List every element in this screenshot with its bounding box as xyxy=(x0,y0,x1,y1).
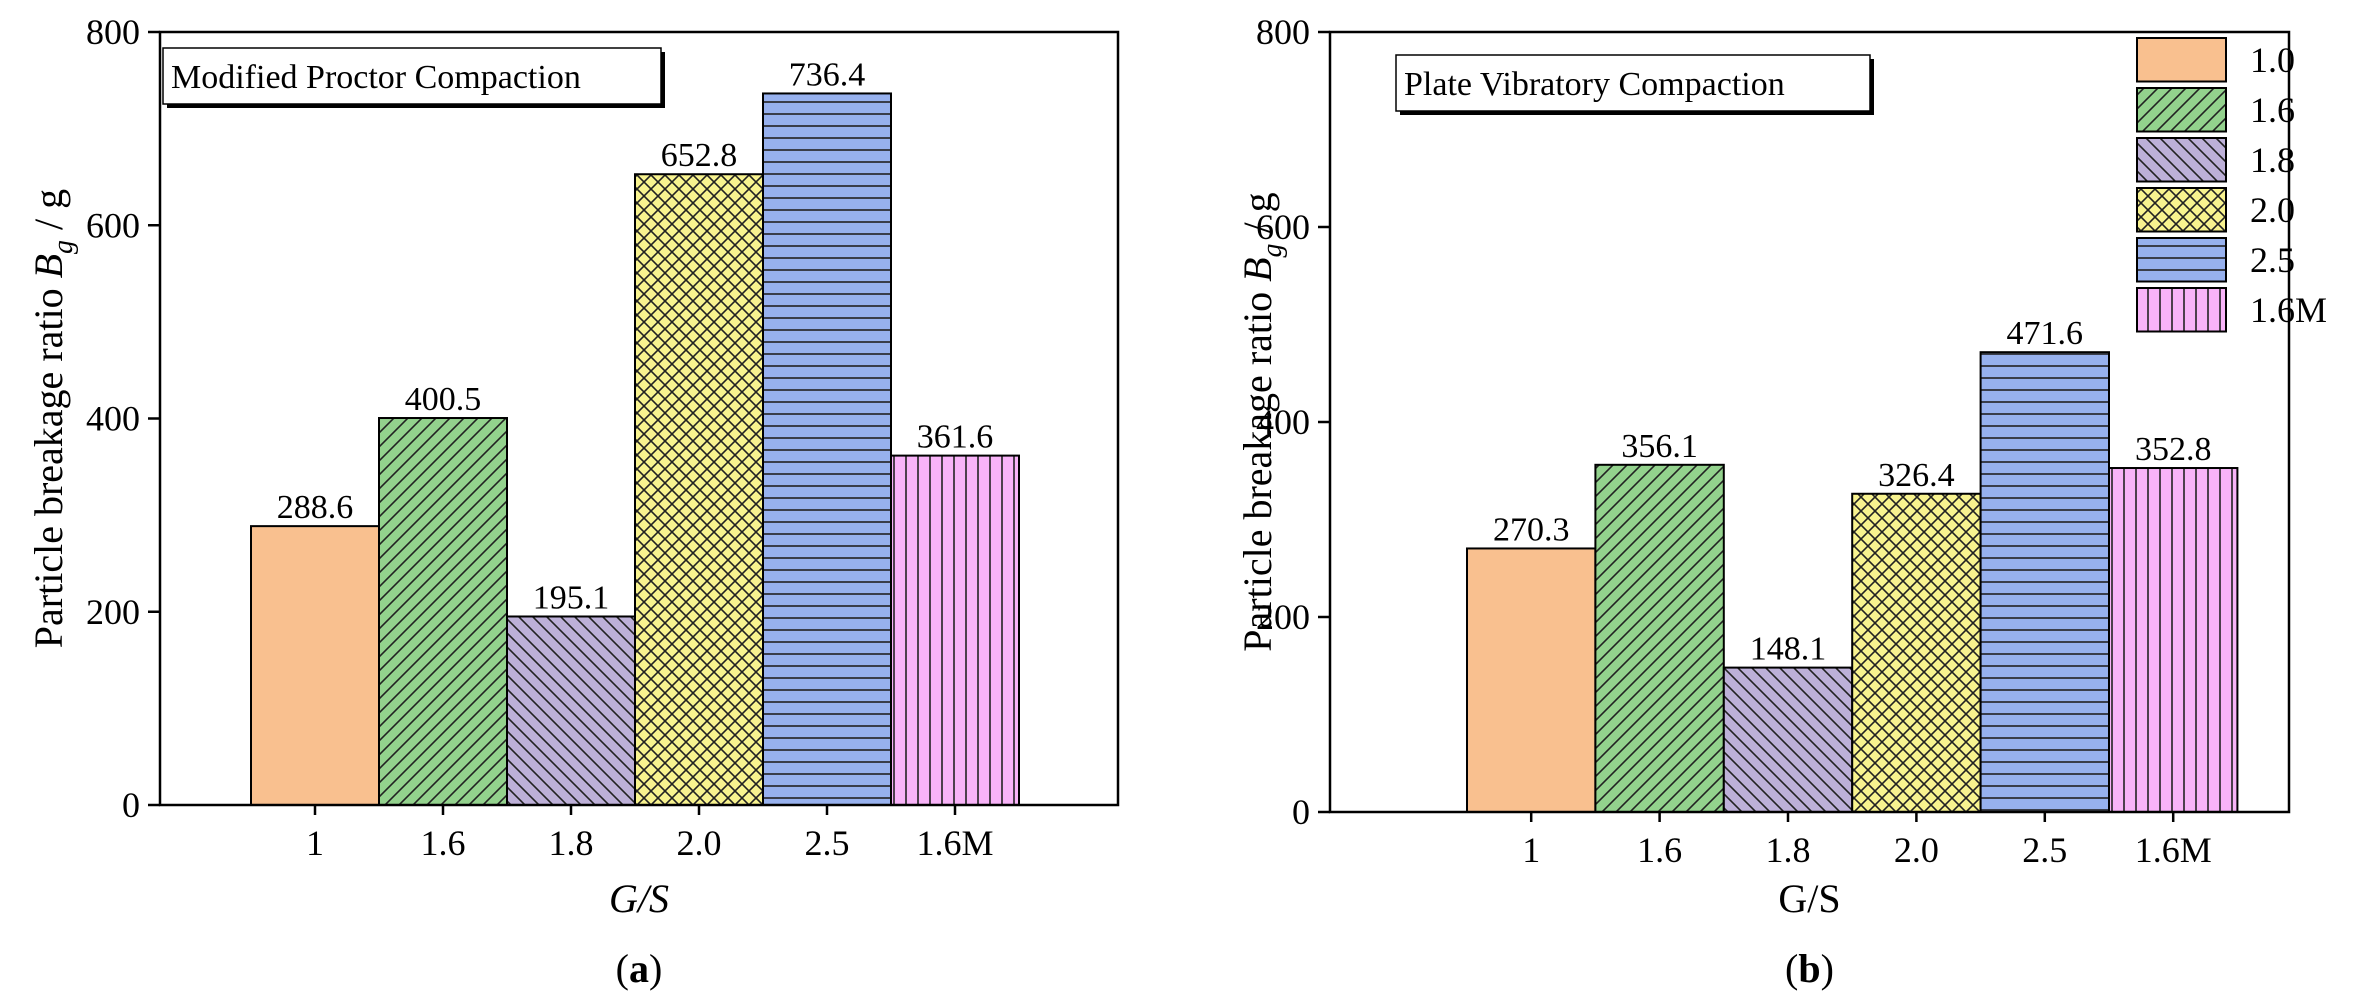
legend-swatch-1.6M xyxy=(2136,287,2227,333)
y-axis-title: Particle breakage ratio Bg / g xyxy=(26,189,79,648)
y-tick-label: 400 xyxy=(1256,402,1310,442)
data-label-2.0: 652.8 xyxy=(661,137,738,174)
x-tick-label: 1.6M xyxy=(916,823,993,863)
x-tick-label: 1.8 xyxy=(1766,830,1811,870)
data-label-2.0: 326.4 xyxy=(1878,457,1955,494)
data-label-1: 270.3 xyxy=(1493,511,1570,548)
bar-1.6M xyxy=(2108,467,2239,813)
y-axis-title: Particle breakage ratio Bg / g xyxy=(1235,192,1288,651)
x-tick-label: 2.0 xyxy=(1894,830,1939,870)
data-label-1.8: 148.1 xyxy=(1750,631,1827,668)
data-label-1.6: 356.1 xyxy=(1621,428,1698,465)
legend-label-2.5: 2.5 xyxy=(2250,240,2295,280)
panel-caption: (a) xyxy=(616,946,663,991)
bar-1.8 xyxy=(1722,666,1854,813)
data-label-1.6: 400.5 xyxy=(405,381,482,418)
y-tick-label: 600 xyxy=(86,205,140,245)
bar-1.6 xyxy=(1594,463,1725,813)
panel-a: 288.6 1 400.5 1.6 195.1 1.8 652.8 2.0 736.4 2.5 36… xyxy=(26,12,1120,991)
bar-1.8 xyxy=(506,615,636,806)
x-tick-label: 1 xyxy=(306,823,324,863)
title-box xyxy=(1395,54,1871,112)
title-box xyxy=(162,47,662,105)
legend-swatch-1.8 xyxy=(2136,137,2227,183)
x-axis-title: G/S xyxy=(609,876,669,921)
data-label-2.5: 471.6 xyxy=(2007,315,2084,352)
x-tick-label: 1.6 xyxy=(421,823,466,863)
chart-a: 288.6 1 400.5 1.6 195.1 1.8 652.8 2.0 736.4 2.5 36… xyxy=(26,12,1120,991)
data-label-1: 288.6 xyxy=(277,489,354,526)
legend-label-1.8: 1.8 xyxy=(2250,140,2295,180)
data-label-1.6M: 352.8 xyxy=(2135,431,2212,468)
bar-1.6M xyxy=(890,454,1020,806)
data-label-1.8: 195.1 xyxy=(533,579,610,616)
x-tick-label: 1.6 xyxy=(1637,830,1682,870)
bar-1.6 xyxy=(378,417,508,806)
legend-label-1.0: 1.0 xyxy=(2250,40,2295,80)
y-tick-label: 0 xyxy=(122,785,140,825)
panel-b: 270.3 1 356.1 1.6 148.1 1.8 326.4 2.0 471.6 2.5 35… xyxy=(1182,0,2364,1003)
x-tick-label: 2.0 xyxy=(677,823,722,863)
x-tick-label: 1.6M xyxy=(2135,830,2212,870)
y-tick-label: 400 xyxy=(86,399,140,439)
bar-2.0 xyxy=(1851,492,1982,813)
panel-caption: (b) xyxy=(1785,946,1834,991)
legend-label-1.6: 1.6 xyxy=(2250,90,2295,130)
x-tick-label: 1.8 xyxy=(549,823,594,863)
bar-1 xyxy=(250,525,380,806)
legend-label-2.0: 2.0 xyxy=(2250,190,2295,230)
bar-2.5 xyxy=(1979,351,2110,813)
y-tick-label: 600 xyxy=(1256,207,1310,247)
y-tick-label: 0 xyxy=(1292,792,1310,832)
chart-title: Modified Proctor Compaction xyxy=(171,59,581,96)
y-tick-label: 200 xyxy=(1256,597,1310,637)
bar-2.5 xyxy=(762,92,892,807)
data-label-2.5: 736.4 xyxy=(789,56,866,93)
legend-swatch-2.5 xyxy=(2136,237,2227,283)
bar-1 xyxy=(1466,547,1597,814)
legend-swatch-1.6 xyxy=(2136,87,2227,133)
legend-swatch-1.0 xyxy=(2136,37,2227,83)
chart-title: Plate Vibratory Compaction xyxy=(1404,66,1785,103)
y-tick-label: 200 xyxy=(86,592,140,632)
legend-swatch-2.0 xyxy=(2136,187,2227,233)
y-tick-label: 800 xyxy=(1256,12,1310,52)
x-tick-label: 2.5 xyxy=(2022,830,2067,870)
legend-label-1.6M: 1.6M xyxy=(2250,290,2327,330)
x-axis-title: G/S xyxy=(1778,876,1840,921)
bar-2.0 xyxy=(634,173,764,806)
data-label-1.6M: 361.6 xyxy=(917,419,994,456)
chart-b: 270.3 1 356.1 1.6 148.1 1.8 326.4 2.0 471.6 2.5 35… xyxy=(1235,12,2327,991)
x-tick-label: 1 xyxy=(1522,830,1540,870)
x-tick-label: 2.5 xyxy=(805,823,850,863)
y-tick-label: 800 xyxy=(86,12,140,52)
